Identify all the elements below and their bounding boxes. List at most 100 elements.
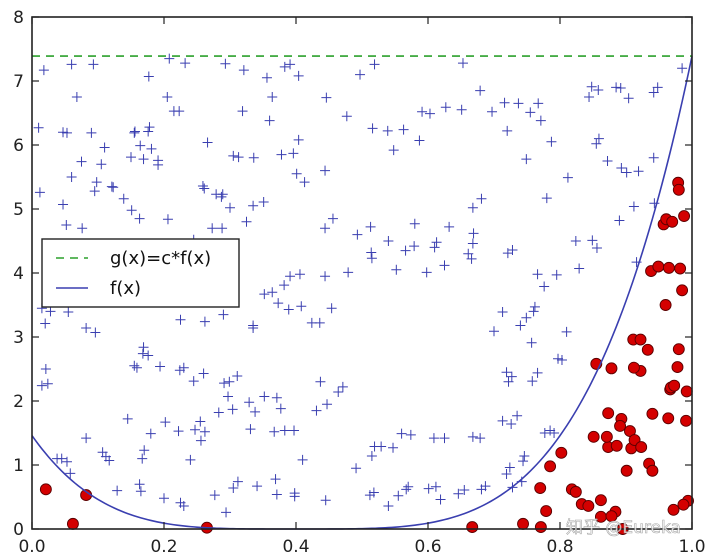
rejected-point-plus-icon xyxy=(66,172,77,182)
accepted-point xyxy=(555,446,568,459)
rejected-point-plus-icon xyxy=(435,494,446,505)
rejected-point-plus-icon xyxy=(66,59,77,70)
legend-box: g(x)=c*f(x) f(x) xyxy=(41,238,240,308)
accepted-point xyxy=(610,439,623,452)
rejected-point-plus-icon xyxy=(299,177,310,188)
rejected-point-plus-icon xyxy=(507,244,518,255)
rejected-point-plus-icon xyxy=(267,287,278,298)
rejected-point-plus-icon xyxy=(503,376,514,387)
rejected-point-plus-icon xyxy=(539,428,550,438)
rejected-point-plus-icon xyxy=(497,307,508,318)
rejected-point-plus-icon xyxy=(369,59,380,70)
accepted-point xyxy=(600,430,613,443)
rejected-point-plus-icon xyxy=(198,368,209,379)
x-tick-label: 0.8 xyxy=(546,537,573,557)
rejected-point-plus-icon xyxy=(475,433,486,444)
rejected-point-plus-icon xyxy=(489,326,499,337)
rejected-point-plus-icon xyxy=(159,493,169,504)
legend-label-fx: f(x) xyxy=(110,278,141,299)
rejected-point-plus-icon xyxy=(467,202,478,213)
rejected-point-plus-icon xyxy=(366,247,377,258)
rejected-point-plus-icon xyxy=(521,154,532,165)
rejected-point-plus-icon xyxy=(146,143,157,154)
rejected-point-plus-icon xyxy=(259,391,270,402)
rejected-point-plus-icon xyxy=(178,500,189,511)
rejected-point-plus-icon xyxy=(126,205,137,216)
rejected-point-plus-icon xyxy=(322,399,333,410)
rejected-point-plus-icon xyxy=(162,92,173,102)
accepted-point xyxy=(677,498,690,511)
rejected-point-plus-icon xyxy=(561,326,572,337)
rejected-point-plus-icon xyxy=(499,97,510,108)
rejected-point-plus-icon xyxy=(232,371,243,382)
accepted-point xyxy=(641,343,654,356)
rejected-point-plus-icon xyxy=(174,106,185,117)
rejected-point-plus-icon xyxy=(178,362,189,373)
rejected-point-plus-icon xyxy=(652,82,663,93)
rejected-point-plus-icon xyxy=(497,415,508,426)
rejected-point-plus-icon xyxy=(476,193,487,204)
y-tick-label: 4 xyxy=(13,264,24,284)
rejected-point-plus-icon xyxy=(237,106,248,117)
rejected-point-plus-icon xyxy=(76,156,87,167)
accepted-point xyxy=(662,261,675,274)
rejected-point-plus-icon xyxy=(527,376,538,387)
rejected-point-plus-icon xyxy=(549,428,560,438)
rejected-point-plus-icon xyxy=(614,215,625,226)
rejected-point-plus-icon xyxy=(267,92,278,102)
rejected-point-plus-icon xyxy=(428,433,439,444)
rejected-point-plus-icon xyxy=(466,253,477,264)
rejected-point-plus-icon xyxy=(541,193,552,204)
rejected-point-plus-icon xyxy=(545,425,556,436)
rejected-point-plus-icon xyxy=(40,364,51,374)
rejected-point-plus-icon xyxy=(248,200,259,211)
rejected-point-plus-icon xyxy=(521,312,532,323)
rejected-point-plus-icon xyxy=(223,391,234,402)
rejected-point-plus-icon xyxy=(104,455,115,466)
rejected-point-plus-icon xyxy=(401,484,412,495)
rejected-point-plus-icon xyxy=(112,485,123,496)
rejected-point-plus-icon xyxy=(320,271,331,282)
rejected-point-plus-icon xyxy=(383,236,394,246)
rejected-point-plus-icon xyxy=(202,137,213,148)
rejected-point-plus-icon xyxy=(376,441,387,452)
y-tick-label: 8 xyxy=(13,8,24,28)
rejected-point-plus-icon xyxy=(38,65,49,76)
rejected-point-plus-icon xyxy=(648,152,659,163)
rejected-point-plus-icon xyxy=(33,122,44,133)
rejected-point-plus-icon xyxy=(421,267,432,278)
rejected-point-plus-icon xyxy=(252,481,263,492)
rejected-point-plus-icon xyxy=(546,136,557,147)
rejected-point-plus-icon xyxy=(190,424,201,435)
rejected-point-plus-icon xyxy=(518,456,529,467)
rejected-point-plus-icon xyxy=(393,490,404,501)
accepted-point xyxy=(635,441,648,454)
rejected-point-plus-icon xyxy=(90,327,101,338)
rejected-point-plus-icon xyxy=(355,69,366,80)
rejected-point-plus-icon xyxy=(96,159,107,170)
rejected-point-plus-icon xyxy=(58,127,69,138)
rejected-point-plus-icon xyxy=(648,87,659,98)
rejected-point-plus-icon xyxy=(228,483,239,494)
x-tick-label: 1.0 xyxy=(678,537,705,557)
rejected-point-plus-icon xyxy=(526,337,537,348)
rejected-point-plus-icon xyxy=(63,307,74,318)
rejected-point-plus-icon xyxy=(343,267,354,278)
rejected-point-plus-icon xyxy=(649,198,660,209)
y-tick-label: 5 xyxy=(13,200,24,220)
rejected-point-plus-icon xyxy=(250,406,261,417)
rejected-point-plus-icon xyxy=(271,392,282,403)
rejected-point-plus-icon xyxy=(285,59,296,70)
accepted-point xyxy=(544,460,557,473)
rejected-point-plus-icon xyxy=(211,189,222,200)
accepted-point xyxy=(620,464,633,477)
rejected-point-plus-icon xyxy=(366,253,377,264)
rejected-point-plus-icon xyxy=(291,168,302,179)
rejected-point-plus-icon xyxy=(219,378,230,389)
rejected-point-plus-icon xyxy=(525,107,536,118)
rejected-point-plus-icon xyxy=(440,102,451,113)
rejected-point-plus-icon xyxy=(197,180,208,191)
rejected-point-plus-icon xyxy=(241,216,252,227)
rejected-point-plus-icon xyxy=(143,350,154,361)
rejected-point-plus-icon xyxy=(199,183,210,194)
